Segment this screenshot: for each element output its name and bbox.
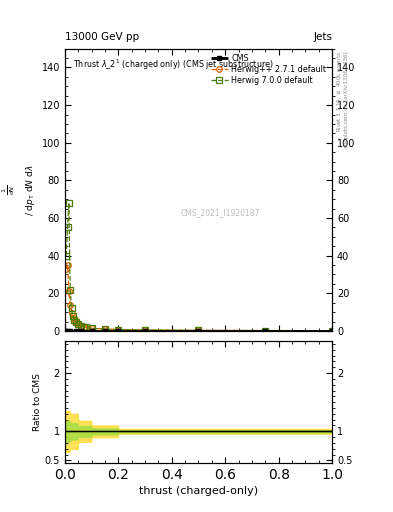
Herwig++ 2.7.1 default [89,325,94,331]
Text: Rivet 3.1.10, $\geq$ 400k events: Rivet 3.1.10, $\geq$ 400k events [336,51,343,132]
Line: CMS: CMS [62,329,334,333]
CMS [143,328,147,334]
Herwig++ 2.7.1 default [73,319,78,326]
Herwig++ 2.7.1 default [65,262,70,268]
CMS [62,328,67,334]
Herwig 7.0.0 default [143,327,147,333]
Herwig 7.0.0 default [89,325,94,331]
Herwig 7.0.0 default [79,323,83,329]
CMS [116,328,121,334]
Herwig 7.0.0 default [84,324,88,330]
Herwig 7.0.0 default [196,327,201,333]
Herwig 7.0.0 default [76,321,81,327]
CMS [73,328,78,334]
Herwig 7.0.0 default [116,327,121,333]
Herwig++ 2.7.1 default [68,302,73,308]
Line: Herwig 7.0.0 default: Herwig 7.0.0 default [63,200,335,333]
Herwig++ 2.7.1 default [81,324,86,330]
Y-axis label: $\frac{1}{\mathrm{d}N}$
/ $\mathrm{d}p_{\mathrm{T}}$ $\mathrm{d}N$ $\mathrm{d}\l: $\frac{1}{\mathrm{d}N}$ / $\mathrm{d}p_{… [0,164,37,216]
Herwig++ 2.7.1 default [196,327,201,333]
Line: Herwig++ 2.7.1 default: Herwig++ 2.7.1 default [63,262,335,333]
Herwig++ 2.7.1 default [263,328,268,334]
Herwig 7.0.0 default [73,319,78,325]
Herwig 7.0.0 default [66,200,71,206]
Text: 13000 GeV pp: 13000 GeV pp [65,32,139,42]
Herwig 7.0.0 default [68,286,73,292]
Text: CMS_2021_I1920187: CMS_2021_I1920187 [180,208,259,217]
Herwig++ 2.7.1 default [143,327,147,333]
Herwig 7.0.0 default [65,224,70,230]
Text: Thrust $\lambda\_2^1$ (charged only) (CMS jet substructure): Thrust $\lambda\_2^1$ (charged only) (CM… [73,57,274,72]
Herwig 7.0.0 default [330,328,334,334]
Herwig++ 2.7.1 default [64,266,68,272]
Herwig++ 2.7.1 default [103,326,107,332]
Herwig++ 2.7.1 default [70,315,75,321]
Herwig++ 2.7.1 default [69,310,74,316]
Text: mcplots.cern.ch [arXiv:1306.3436]: mcplots.cern.ch [arXiv:1306.3436] [344,51,349,147]
X-axis label: thrust (charged-only): thrust (charged-only) [139,486,258,497]
Herwig 7.0.0 default [70,313,75,319]
Herwig++ 2.7.1 default [330,328,334,334]
CMS [330,328,334,334]
CMS [65,328,70,334]
Herwig++ 2.7.1 default [79,323,83,329]
CMS [64,328,68,334]
Herwig++ 2.7.1 default [76,321,81,327]
Herwig 7.0.0 default [103,326,107,332]
CMS [79,328,83,334]
Herwig 7.0.0 default [263,328,268,334]
Herwig++ 2.7.1 default [72,317,77,324]
CMS [68,328,73,334]
Text: Jets: Jets [313,32,332,42]
CMS [196,328,201,334]
CMS [103,328,107,334]
CMS [263,328,268,334]
CMS [89,328,94,334]
Legend: CMS, Herwig++ 2.7.1 default, Herwig 7.0.0 default: CMS, Herwig++ 2.7.1 default, Herwig 7.0.… [209,53,328,87]
Herwig++ 2.7.1 default [116,327,121,333]
Herwig 7.0.0 default [69,305,74,311]
Herwig 7.0.0 default [72,316,77,323]
Herwig++ 2.7.1 default [84,325,88,331]
Herwig++ 2.7.1 default [66,288,71,294]
Herwig 7.0.0 default [64,252,68,259]
Y-axis label: Ratio to CMS: Ratio to CMS [33,373,42,431]
Herwig 7.0.0 default [81,324,86,330]
